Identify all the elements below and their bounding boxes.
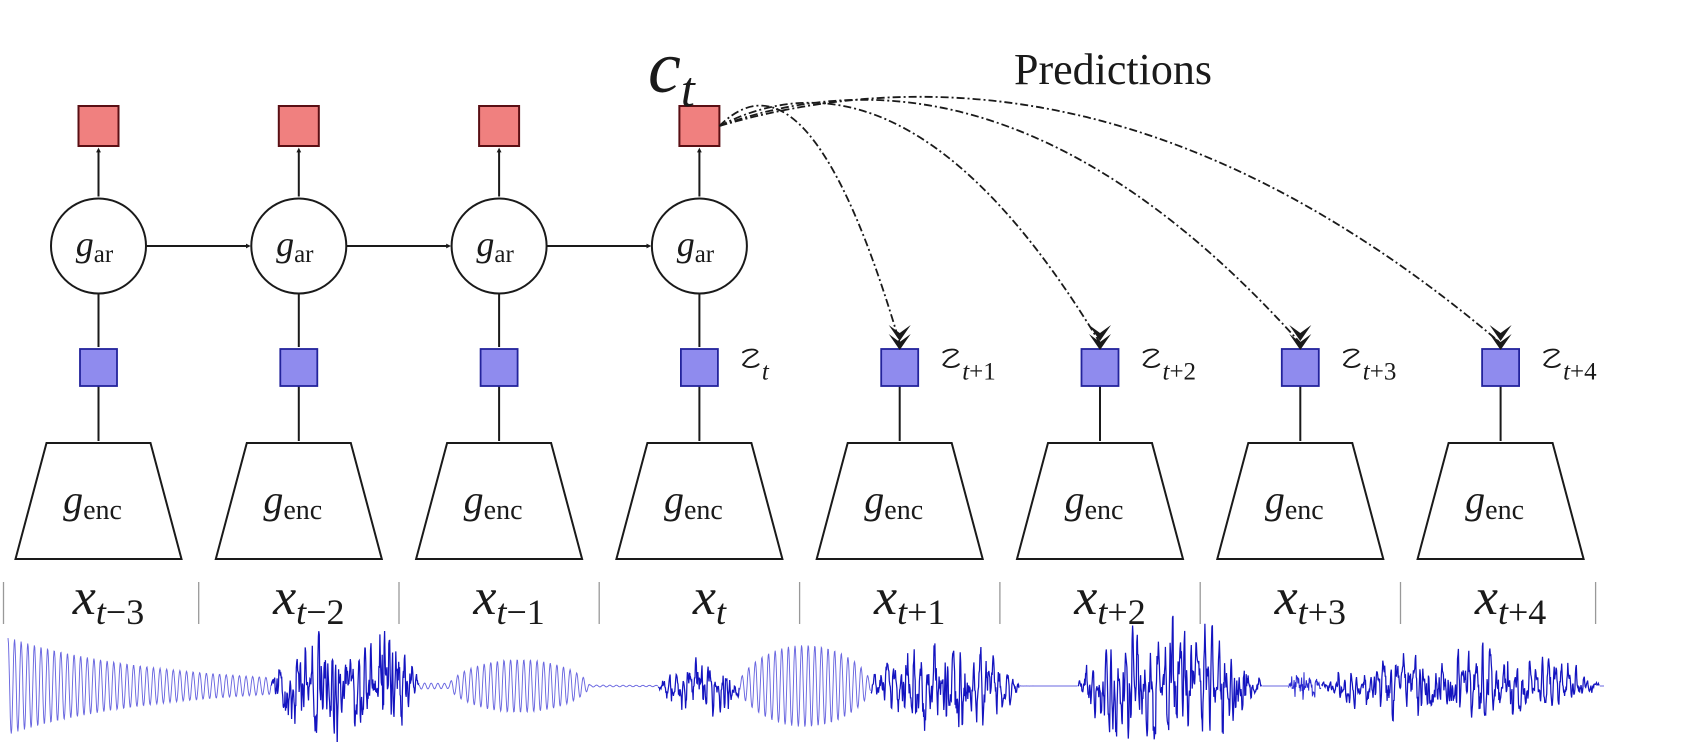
svg-text:xt−1: xt−1: [472, 569, 544, 632]
svg-text:xt−2: xt−2: [272, 569, 344, 632]
svg-text:xt+1: xt+1: [873, 569, 945, 632]
svg-text:t+1: t+1: [962, 359, 996, 386]
svg-text:xt+3: xt+3: [1274, 569, 1346, 632]
svg-text:xt+4: xt+4: [1474, 569, 1546, 632]
svg-text:t+2: t+2: [1163, 359, 1197, 386]
svg-text:t: t: [762, 359, 770, 386]
svg-text:ct: ct: [648, 27, 696, 117]
svg-text:Predictions: Predictions: [1014, 45, 1212, 94]
svg-text:t+4: t+4: [1563, 359, 1597, 386]
svg-text:xt: xt: [692, 569, 727, 632]
svg-text:xt−3: xt−3: [72, 569, 144, 632]
svg-text:t+3: t+3: [1363, 359, 1397, 386]
svg-text:xt+2: xt+2: [1073, 569, 1145, 632]
